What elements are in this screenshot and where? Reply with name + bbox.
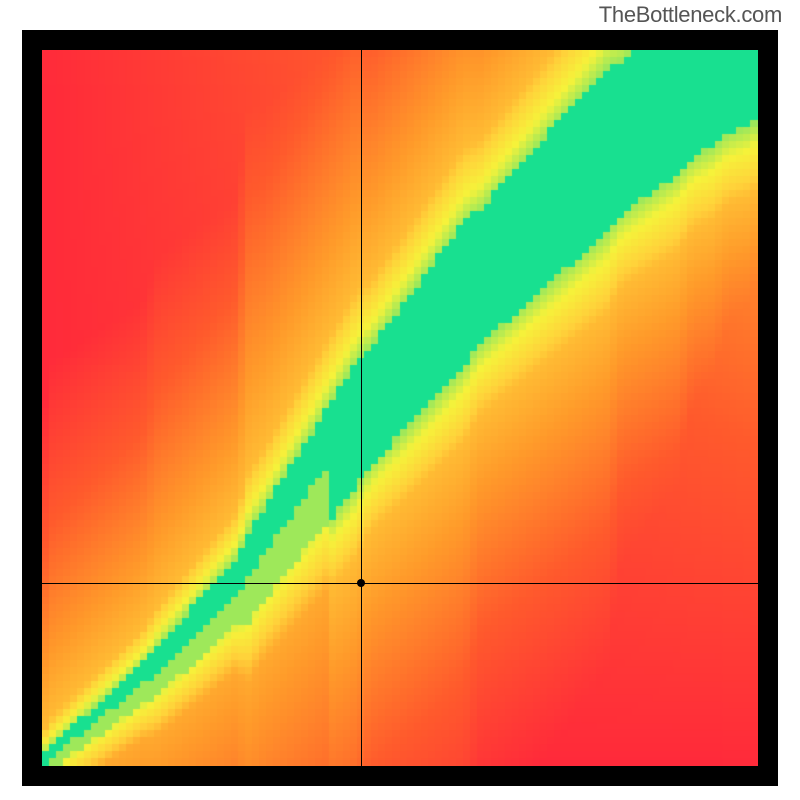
crosshair-vertical xyxy=(361,50,362,766)
plot-inner xyxy=(42,50,758,766)
chart-container: TheBottleneck.com xyxy=(0,0,800,800)
crosshair-horizontal xyxy=(42,583,758,584)
heatmap-canvas xyxy=(42,50,758,766)
attribution-label: TheBottleneck.com xyxy=(599,2,782,28)
plot-frame xyxy=(22,30,778,786)
